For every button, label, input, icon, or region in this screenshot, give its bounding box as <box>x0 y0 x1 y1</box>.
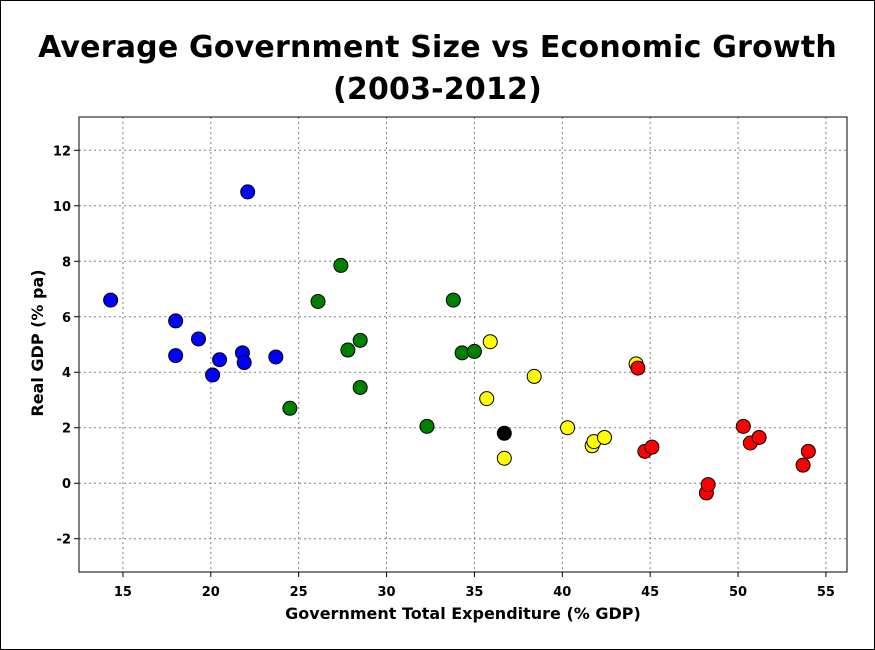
y-tick-label: 6 <box>62 311 71 326</box>
data-point <box>352 332 368 348</box>
y-axis-ticks: -2 0 2 4 6 8 10 12 <box>53 144 79 548</box>
data-point <box>800 443 816 459</box>
x-axis-ticks: 15 20 25 30 35 40 45 50 55 <box>114 572 835 600</box>
data-point <box>479 391 495 407</box>
x-tick-label: 20 <box>202 585 220 600</box>
data-point <box>496 450 512 466</box>
data-point <box>526 368 542 384</box>
y-tick-label: 4 <box>62 366 71 381</box>
data-point <box>352 380 368 396</box>
data-point <box>282 400 298 416</box>
data-point <box>596 429 612 445</box>
plot-border <box>78 116 848 573</box>
plot-background <box>79 117 847 572</box>
plot-area <box>79 117 847 572</box>
axes <box>78 116 848 573</box>
y-tick-label: 8 <box>62 255 71 270</box>
x-axis-label: Government Total Expenditure (% GDP) <box>285 604 641 623</box>
chart-title: Average Government Size vs Economic Grow… <box>38 30 837 65</box>
data-point <box>419 418 435 434</box>
x-tick-label: 30 <box>378 585 396 600</box>
data-point <box>333 257 349 273</box>
chart-subtitle: (2003-2012) <box>332 72 543 107</box>
x-tick-label: 55 <box>817 585 835 600</box>
data-point <box>700 477 716 493</box>
data-point <box>268 349 284 365</box>
x-tick-label: 45 <box>641 585 659 600</box>
y-tick-label: 0 <box>62 477 71 492</box>
data-point <box>496 425 512 441</box>
data-point <box>630 360 646 376</box>
data-point <box>454 345 470 361</box>
data-point <box>644 439 660 455</box>
data-point <box>751 429 767 445</box>
data-point <box>236 355 252 371</box>
data-point <box>205 367 221 383</box>
data-point <box>466 343 482 359</box>
data-point <box>340 342 356 358</box>
data-point <box>482 334 498 350</box>
data-point <box>191 331 207 347</box>
y-tick-label: 10 <box>53 200 71 215</box>
gridlines <box>79 117 847 572</box>
data-point <box>103 292 119 308</box>
data-point <box>310 293 326 309</box>
y-tick-label: 2 <box>62 422 71 437</box>
data-point <box>212 352 228 368</box>
x-tick-label: 50 <box>729 585 747 600</box>
data-point <box>168 313 184 329</box>
y-tick-label: 12 <box>53 144 71 159</box>
data-point <box>560 420 576 436</box>
data-point <box>168 348 184 364</box>
y-tick-label: -2 <box>57 533 71 548</box>
x-tick-label: 35 <box>465 585 483 600</box>
y-axis-label: Real GDP (% pa) <box>28 269 47 416</box>
x-tick-label: 15 <box>114 585 132 600</box>
data-point <box>735 418 751 434</box>
data-point <box>240 184 256 200</box>
x-tick-label: 25 <box>290 585 308 600</box>
data-point <box>795 457 811 473</box>
data-points <box>103 184 816 501</box>
data-point <box>445 292 461 308</box>
x-tick-label: 40 <box>553 585 571 600</box>
